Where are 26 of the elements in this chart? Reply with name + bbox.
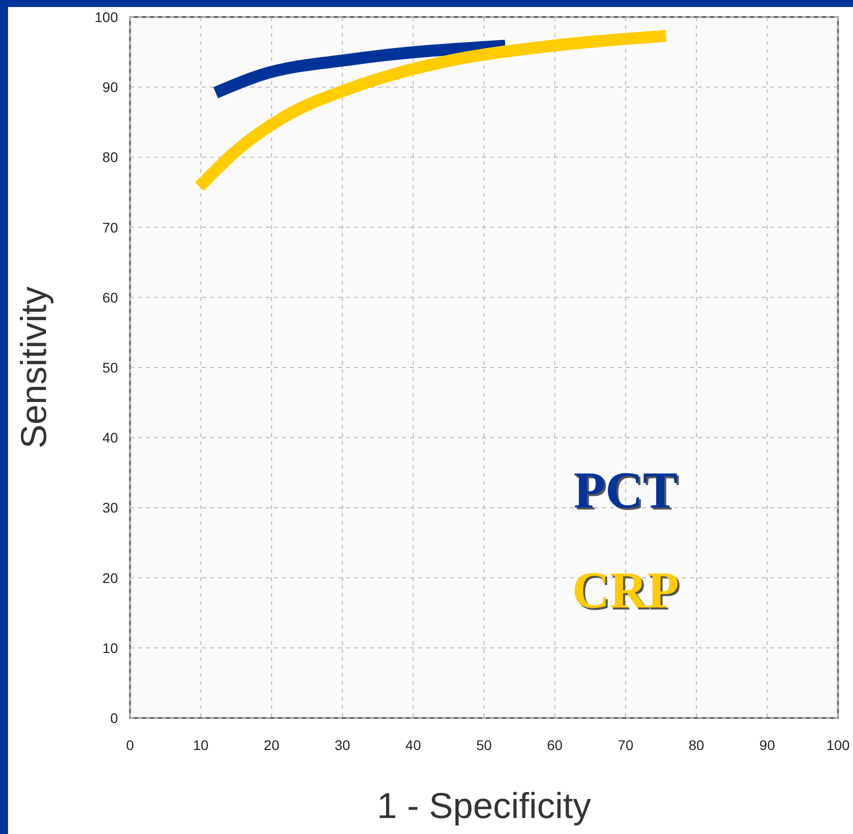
y-tick-label: 90 bbox=[102, 79, 118, 96]
x-tick-label: 30 bbox=[334, 737, 350, 753]
y-tick-label: 70 bbox=[102, 219, 118, 236]
y-tick-label: 20 bbox=[102, 570, 118, 586]
y-tick-label: 0 bbox=[110, 710, 118, 726]
y-axis-title: Sensitivity bbox=[13, 286, 54, 449]
x-tick-label: 10 bbox=[193, 737, 209, 753]
x-tick-label: 60 bbox=[547, 737, 563, 753]
x-tick-label: 90 bbox=[759, 737, 776, 753]
x-axis-title: 1 - Specificity bbox=[376, 785, 592, 826]
x-tick-label: 70 bbox=[618, 737, 634, 753]
x-tick-label: 50 bbox=[476, 737, 492, 753]
y-tick-label: 80 bbox=[102, 149, 118, 166]
x-tick-label: 0 bbox=[126, 737, 134, 753]
x-tick-label: 80 bbox=[688, 737, 704, 753]
text: CRP bbox=[572, 562, 680, 620]
y-tick-label: 10 bbox=[102, 640, 118, 656]
x-tick-label: 20 bbox=[264, 737, 280, 753]
y-tick-label: 60 bbox=[102, 289, 118, 306]
y-tick-label: 50 bbox=[102, 360, 118, 376]
y-tick-label: 40 bbox=[102, 430, 118, 446]
text: PCT bbox=[574, 462, 678, 520]
x-tick-label: 100 bbox=[826, 737, 850, 753]
x-tick-label: 40 bbox=[405, 737, 422, 753]
y-tick-label: 100 bbox=[94, 9, 118, 25]
y-tick-label: 30 bbox=[102, 500, 118, 516]
